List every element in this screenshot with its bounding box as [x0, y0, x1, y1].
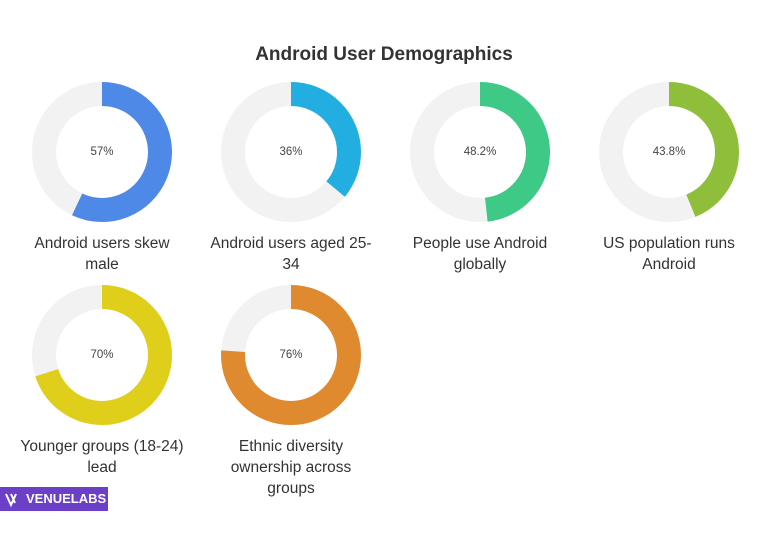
value-label: 70% — [90, 349, 113, 361]
donut-segment — [221, 285, 361, 425]
value-label: 43.8% — [653, 146, 686, 158]
chart-label: People use Android globally — [412, 235, 548, 273]
value-label: 36% — [279, 146, 302, 158]
donut-track — [221, 285, 361, 425]
value-label: 76% — [279, 349, 302, 361]
chart-label: Younger groups (18-24) lead — [20, 438, 184, 476]
donut-segment — [221, 82, 361, 222]
donut-track — [410, 82, 550, 222]
donut-segment — [32, 82, 172, 222]
donut-segment — [599, 82, 739, 222]
donut-track — [221, 82, 361, 222]
chart-label: US population runs Android — [603, 235, 735, 273]
value-label: 48.2% — [464, 146, 497, 158]
donut-track — [32, 285, 172, 425]
value-label: 57% — [90, 146, 113, 158]
chart-label: Ethnic diversity ownership across groups — [230, 438, 352, 497]
donut-segment — [32, 285, 172, 425]
page-title: Android User Demographics — [255, 44, 513, 65]
logo: VENUELABS — [0, 487, 108, 511]
donut-track — [599, 82, 739, 222]
donut-track — [32, 82, 172, 222]
chart-label: Android users skew male — [34, 235, 170, 273]
donut-segment — [410, 82, 550, 222]
chart-label: Android users aged 25-34 — [210, 235, 372, 273]
